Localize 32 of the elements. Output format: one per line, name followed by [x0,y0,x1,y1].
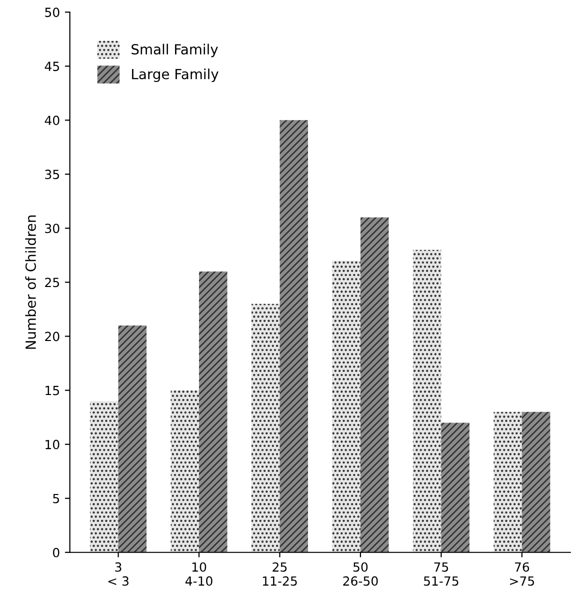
x-tick-label: 10 4-10 [185,562,212,586]
y-tick-label: 10 [46,440,60,450]
bar [494,412,522,552]
y-tick-label: 20 [45,332,60,342]
bar [441,422,470,552]
y-tick-label: 35 [45,170,60,180]
bar [170,390,200,552]
bar [280,120,308,552]
y-tick-label: 50 [45,8,60,18]
x-tick-label: 25 11-25 [262,562,297,586]
bar [90,401,118,552]
legend-label: Large Family [132,68,218,82]
x-tick-label: 75 51-75 [424,562,458,586]
y-tick-label: 45 [44,62,60,72]
legend-label: Small Family [132,44,218,58]
bar [332,260,360,552]
y-tick-label: 15 [46,386,60,396]
bar [412,250,442,552]
x-tick-label: 76 >75 [510,562,534,586]
bar [522,412,550,552]
y-tick-label: 30 [45,224,60,234]
y-tick-label: 5 [53,494,60,504]
bar [360,217,389,552]
x-tick-label: 50 26-50 [343,562,378,586]
y-axis-title: Number of Children [25,216,36,349]
y-tick-label: 0 [52,548,60,558]
bar [199,271,228,552]
bar [251,304,280,552]
x-tick-label: 3 < 3 [108,562,128,586]
y-tick-label: 25 [45,278,60,288]
y-tick-label: 40 [44,116,60,126]
bar [118,325,147,552]
